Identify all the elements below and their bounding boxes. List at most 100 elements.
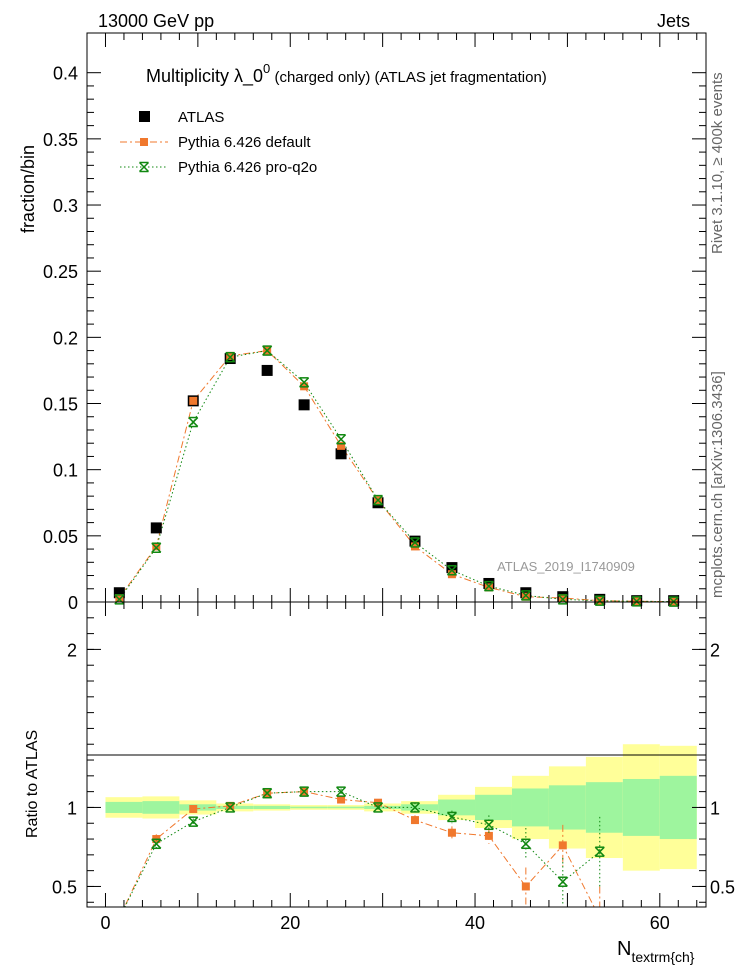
ratio-y-tick-label-right: 1 bbox=[710, 798, 720, 818]
ratio-axis-ticks bbox=[87, 602, 706, 907]
ratio-default-point bbox=[447, 828, 456, 837]
pythia-proq2o-point bbox=[151, 542, 162, 553]
green-band-bin bbox=[475, 794, 512, 821]
pythia-proq2o-point bbox=[299, 377, 310, 388]
atlas-point bbox=[446, 562, 458, 574]
ratio-default-point bbox=[484, 831, 493, 840]
series-line bbox=[118, 350, 674, 603]
x-tick-label: 0 bbox=[100, 913, 110, 933]
legend-star-stroke bbox=[138, 161, 150, 173]
pythia-proq2o-point bbox=[594, 595, 605, 606]
ratio-proq2o-point-stroke bbox=[225, 802, 236, 813]
pythia-proq2o-point bbox=[372, 494, 384, 506]
main-y-tick-label: 0 bbox=[68, 593, 78, 613]
main-y-tick-label: 0.2 bbox=[53, 328, 78, 348]
pythia-default-point bbox=[226, 351, 235, 360]
green-band-bin bbox=[216, 805, 254, 810]
ratio-proq2o-point bbox=[188, 816, 199, 827]
green-band-bin bbox=[659, 775, 697, 840]
main-y-tick-label: 0.05 bbox=[43, 527, 78, 547]
main-y-tick-labels: 0 0.05 0.1 0.15 0.2 0.25 0.3 0.35 0.4 bbox=[43, 64, 78, 613]
legend-label-proq2o: Pythia 6.426 pro-q2o bbox=[178, 159, 317, 176]
pythia-proq2o-point-stroke bbox=[225, 352, 236, 363]
green-band-bin bbox=[327, 806, 365, 809]
pythia-default-point bbox=[115, 594, 124, 603]
ratio-series-points bbox=[151, 786, 605, 907]
legend-star bbox=[138, 161, 150, 173]
main-y-axis-label: fraction/bin bbox=[18, 145, 38, 233]
uncertainty-bands bbox=[105, 744, 697, 871]
ratio-proq2o-point bbox=[336, 786, 347, 797]
green-band-bin bbox=[179, 804, 217, 811]
ratio-proq2o-point-stroke bbox=[299, 786, 310, 797]
pythia-proq2o-point bbox=[225, 351, 236, 363]
ratio-proq2o-point-stroke bbox=[520, 838, 531, 849]
rivet-label: Rivet 3.1.10, ≥ 400k events bbox=[709, 72, 726, 254]
pythia-proq2o-point bbox=[188, 416, 199, 428]
atlas-point bbox=[261, 364, 273, 376]
pythia-proq2o-point bbox=[446, 564, 457, 576]
ratio-proq2o-point-stroke bbox=[336, 786, 347, 797]
pythia-default-point bbox=[521, 592, 530, 601]
ratio-proq2o-point-stroke bbox=[262, 788, 273, 799]
x-tick-label: 20 bbox=[280, 913, 300, 933]
pythia-proq2o-point bbox=[520, 590, 531, 601]
main-y-tick-label: 0.4 bbox=[53, 64, 78, 84]
main-panel: ATLAS_2019_I1740909 00.050.10.150.20.250… bbox=[18, 32, 707, 613]
atlas-point bbox=[298, 399, 310, 411]
ratio-proq2o-point-stroke bbox=[594, 846, 605, 857]
ratio-proq2o-point bbox=[483, 819, 494, 831]
pythia-proq2o-point bbox=[483, 580, 494, 592]
atlas-point bbox=[409, 535, 421, 547]
legend-label-atlas: ATLAS bbox=[178, 109, 224, 126]
green-band-bin bbox=[253, 805, 291, 810]
x-axis-label-main: N bbox=[617, 938, 631, 960]
ratio-proq2o-point bbox=[557, 876, 568, 887]
ratio-y-axis-label: Ratio to ATLAS bbox=[24, 730, 41, 838]
ratio-proq2o-point-stroke bbox=[409, 802, 421, 813]
pythia-proq2o-point-stroke bbox=[151, 542, 162, 553]
ratio-proq2o-point bbox=[151, 838, 162, 850]
ratio-default-point bbox=[189, 805, 198, 814]
x-axis-label-sub: textrm{ch} bbox=[631, 949, 694, 965]
x-tick-label: 60 bbox=[650, 913, 670, 933]
energy-label: 13000 GeV pp bbox=[98, 11, 214, 31]
pythia-proq2o-point-stroke bbox=[299, 377, 310, 388]
main-y-tick-label: 0.25 bbox=[43, 262, 78, 282]
pythia-default-point bbox=[484, 583, 493, 592]
pythia-proq2o-point bbox=[262, 345, 273, 356]
plot-title-main: Multiplicity λ_0 bbox=[146, 66, 263, 87]
ratio-y-tick-label-left: 0.5 bbox=[52, 877, 77, 897]
pythia-default-point bbox=[152, 542, 161, 551]
green-band-bin bbox=[142, 801, 180, 814]
pythia-proq2o-point-stroke bbox=[262, 345, 273, 356]
pythia-proq2o-point bbox=[409, 537, 421, 548]
green-band-bin bbox=[438, 799, 476, 816]
atlas-point bbox=[150, 522, 162, 534]
ratio-proq2o-point-stroke bbox=[446, 811, 457, 822]
ratio-proq2o-point bbox=[225, 802, 236, 813]
legend-marker-proq2o bbox=[138, 161, 150, 173]
legend-marker-atlas bbox=[139, 111, 150, 122]
pythia-default-point bbox=[189, 396, 198, 405]
green-band-bin bbox=[585, 782, 623, 833]
green-band-bin bbox=[548, 785, 586, 830]
plot-title-rest: (charged only) (ATLAS jet fragmentation) bbox=[270, 69, 547, 86]
legend: ATLAS Pythia 6.426 default Pythia 6.426 … bbox=[120, 109, 317, 176]
pythia-proq2o-point-stroke bbox=[446, 565, 457, 576]
ratio-proq2o-point bbox=[299, 786, 310, 797]
x-tick-label: 40 bbox=[465, 913, 485, 933]
ratio-proq2o-point bbox=[520, 838, 531, 850]
ratio-series-line bbox=[123, 791, 595, 907]
ratio-y-tick-label-right: 0.5 bbox=[710, 877, 735, 897]
pythia-proq2o-point-stroke bbox=[594, 595, 605, 606]
main-y-tick-label: 0.35 bbox=[43, 130, 78, 150]
ratio-default-point bbox=[337, 795, 346, 804]
main-axis-ticks bbox=[87, 33, 706, 603]
main-y-tick-label: 0.1 bbox=[53, 461, 78, 481]
green-band-bin bbox=[511, 788, 549, 827]
pythia-default-point bbox=[558, 594, 567, 603]
atlas-point bbox=[113, 587, 125, 599]
plot-title: Multiplicity λ_00 (charged only) (ATLAS … bbox=[146, 61, 547, 87]
